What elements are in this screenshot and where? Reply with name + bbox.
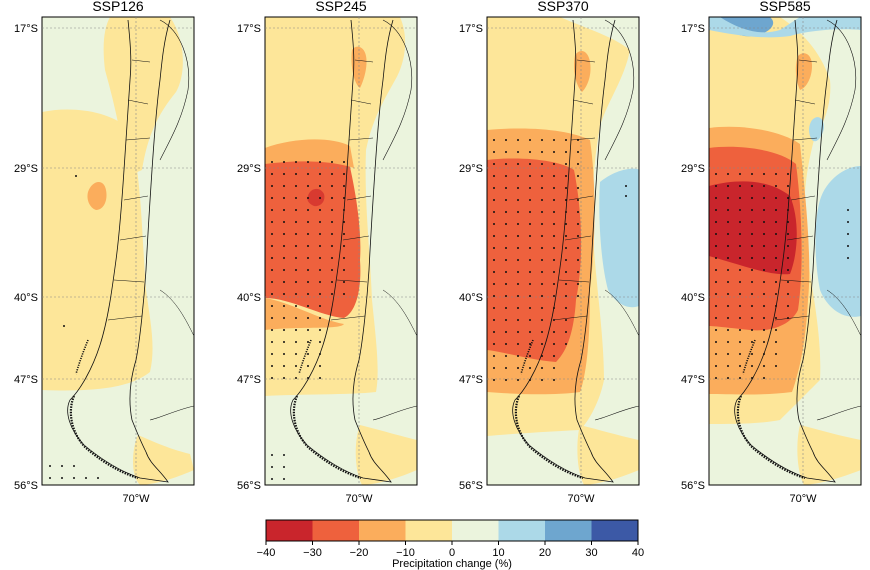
svg-text:56°S: 56°S (237, 480, 261, 492)
panel-title: SSP126 (92, 0, 144, 14)
stippling (271, 161, 345, 480)
colorbar-tick-label: 40 (632, 547, 644, 559)
svg-text:17°S: 17°S (681, 23, 705, 35)
colorbar-swatch (545, 520, 592, 541)
colorbar-tick-label: −30 (303, 547, 322, 559)
colorbar-swatch (266, 520, 313, 541)
svg-text:40°S: 40°S (681, 292, 705, 304)
stippling (493, 139, 627, 381)
colorbar-tick-label: −20 (350, 547, 369, 559)
colorbar-swatch (312, 520, 360, 541)
lon-tick: 70°W (567, 493, 595, 505)
stippling (49, 175, 99, 479)
svg-text:56°S: 56°S (681, 480, 705, 492)
svg-text:29°S: 29°S (459, 163, 483, 175)
colorbar-tick-label: 10 (492, 547, 504, 559)
stippling (715, 173, 849, 379)
colorbar: −40 −30 −20 −10 0 10 20 30 40 Precipitation chan… (257, 519, 644, 570)
svg-text:47°S: 47°S (237, 374, 261, 386)
map-panel-ssp245: SSP245 (237, 0, 418, 505)
svg-text:47°S: 47°S (14, 374, 38, 386)
panel-title: SSP370 (537, 0, 589, 14)
colorbar-tick-label: 0 (449, 547, 455, 559)
colorbar-swatch (452, 520, 499, 541)
lat-ticks: 17°S 29°S 40°S 47°S 56°S (14, 23, 38, 492)
svg-text:40°S: 40°S (14, 292, 38, 304)
svg-text:17°S: 17°S (459, 23, 483, 35)
svg-text:47°S: 47°S (459, 374, 483, 386)
map-frame (264, 16, 418, 486)
svg-text:40°S: 40°S (237, 292, 261, 304)
panel-title: SSP245 (315, 0, 367, 14)
svg-text:17°S: 17°S (237, 23, 261, 35)
colorbar-tick-label: −40 (257, 547, 276, 559)
lat-ticks: 17°S 29°S 40°S 47°S 56°S (237, 23, 261, 492)
svg-text:56°S: 56°S (14, 480, 38, 492)
map-frame (708, 16, 862, 486)
coastline (67, 19, 194, 483)
coastline (734, 19, 861, 483)
map-panel-ssp585: SSP585 (681, 0, 862, 505)
svg-text:56°S: 56°S (459, 480, 483, 492)
lon-tick: 70°W (122, 493, 150, 505)
lat-ticks: 17°S 29°S 40°S 47°S 56°S (681, 23, 705, 492)
lon-tick: 70°W (789, 493, 817, 505)
map-panel-ssp126: SSP126 (14, 0, 195, 505)
svg-text:40°S: 40°S (459, 292, 483, 304)
svg-text:29°S: 29°S (14, 163, 38, 175)
lat-ticks: 17°S 29°S 40°S 47°S 56°S (459, 23, 483, 492)
map-frame (41, 16, 195, 486)
map-panel-ssp370: SSP370 17°S (459, 0, 640, 505)
colorbar-label: Precipitation change (%) (392, 558, 512, 570)
svg-text:29°S: 29°S (237, 163, 261, 175)
colorbar-tick-label: 30 (585, 547, 597, 559)
svg-text:29°S: 29°S (681, 163, 705, 175)
colorbar-swatch (359, 520, 406, 541)
colorbar-swatch (591, 520, 639, 541)
lon-tick: 70°W (345, 493, 373, 505)
svg-text:17°S: 17°S (14, 23, 38, 35)
colorbar-tick-label: −10 (396, 547, 415, 559)
colorbar-swatch (498, 520, 546, 541)
panel-title: SSP585 (759, 0, 811, 14)
colorbar-tick-label: 20 (539, 547, 551, 559)
coastline (290, 19, 417, 483)
coastline (512, 19, 639, 483)
svg-text:47°S: 47°S (681, 374, 705, 386)
map-frame (486, 16, 640, 486)
colorbar-swatch (405, 520, 453, 541)
